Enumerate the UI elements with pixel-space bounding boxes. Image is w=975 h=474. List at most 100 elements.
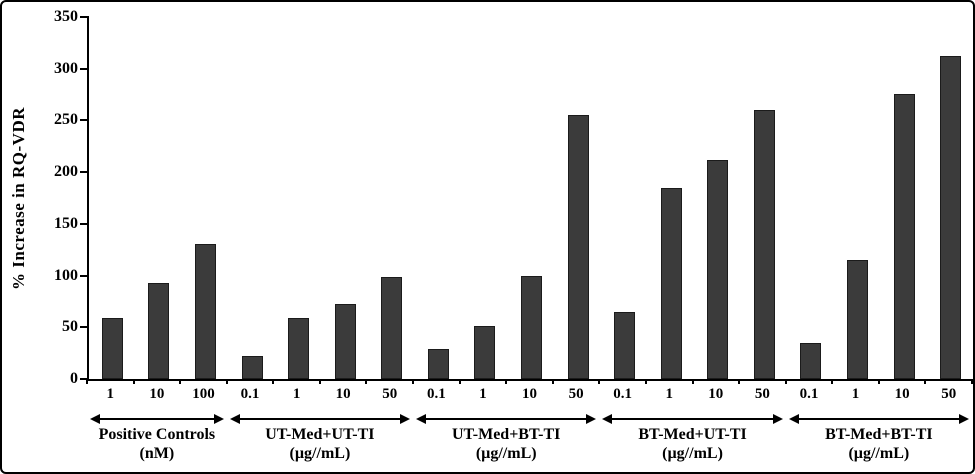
group-name-label: UT-Med+BT-TI — [452, 426, 561, 443]
y-axis-title-text: % Increase in RQ-VDR — [9, 106, 28, 290]
x-tick-label: 50 — [754, 386, 770, 402]
bar — [334, 303, 356, 379]
bar — [521, 275, 542, 379]
arrow-left-head — [602, 414, 613, 424]
group-unit-label: (µg//mL) — [848, 445, 910, 462]
x-tick-label: 0.1 — [799, 386, 819, 402]
arrow-right-head — [586, 414, 597, 424]
arrow-line — [794, 418, 963, 420]
x-tick-label: 100 — [192, 386, 215, 402]
bar — [847, 260, 869, 379]
bar — [381, 276, 403, 379]
y-tick-mark — [80, 274, 89, 277]
x-tick-label: 0.1 — [240, 386, 260, 402]
x-tick-label: 1 — [479, 386, 487, 402]
group-name-label: UT-Med+UT-TI — [265, 426, 375, 443]
arrow-left-head — [788, 414, 799, 424]
x-tick-mark — [971, 379, 973, 384]
x-tick-mark — [924, 379, 927, 384]
y-tick-mark — [80, 16, 89, 18]
x-tick-label: 10 — [335, 386, 351, 402]
bar — [427, 349, 449, 379]
x-tick-label: 1 — [851, 386, 860, 402]
bar — [800, 342, 822, 379]
bar — [940, 56, 962, 379]
plot-area — [80, 16, 973, 381]
group-range-arrow — [90, 414, 224, 424]
x-tick-mark — [691, 379, 694, 384]
arrow-line — [422, 418, 591, 420]
y-tick-label: 150 — [54, 214, 78, 232]
x-tick-label: 0.1 — [426, 386, 446, 402]
group-name-label: Positive Controls — [98, 426, 216, 443]
y-tick-label: 350 — [54, 8, 78, 25]
arrow-line — [608, 418, 777, 420]
x-tick-mark — [784, 379, 787, 384]
y-tick-label: 50 — [62, 318, 78, 336]
y-tick-mark — [80, 378, 89, 380]
x-tick-label: 50 — [568, 386, 584, 402]
x-tick-mark — [132, 379, 135, 384]
y-axis-tick-labels: 0 50 100 150 200 250 300 350 — [32, 8, 78, 387]
y-tick-mark — [80, 67, 89, 70]
x-tick-mark — [505, 379, 508, 384]
x-tick-mark — [598, 379, 601, 384]
x-tick-mark — [877, 379, 880, 384]
x-tick-label: 1 — [292, 386, 301, 402]
arrow-right-head — [213, 414, 224, 424]
y-tick-label: 200 — [54, 163, 78, 181]
group-range-arrow — [416, 414, 597, 424]
arrow-left-head — [416, 414, 427, 424]
bar — [893, 93, 915, 379]
group-range-arrow — [602, 414, 783, 424]
arrow-left-head — [90, 414, 100, 424]
bar — [660, 187, 682, 379]
y-axis-title: % Increase in RQ-VDR — [2, 17, 36, 379]
arrow-right-head — [772, 414, 783, 424]
bar — [614, 311, 636, 379]
y-tick-mark — [80, 171, 89, 174]
x-tick-mark — [365, 379, 368, 384]
y-tick-label: 250 — [54, 111, 78, 129]
group-unit-label: (µg//mL) — [662, 445, 723, 462]
group-name-label: BT-Med+UT-TI — [638, 426, 747, 443]
group-unit-label: (µg//mL) — [289, 445, 351, 462]
y-tick-label: 100 — [54, 266, 78, 284]
arrow-line — [96, 418, 218, 420]
y-tick-mark — [80, 119, 89, 122]
bar — [101, 317, 123, 379]
y-tick-label: 300 — [54, 59, 78, 77]
bar — [288, 317, 310, 379]
x-tick-mark — [225, 379, 228, 384]
bar — [753, 110, 775, 379]
group-unit-label: (µg//mL) — [475, 445, 537, 462]
x-tick-label: 50 — [382, 386, 398, 402]
x-tick-label: 1 — [665, 386, 673, 402]
x-tick-mark — [644, 379, 647, 384]
x-tick-label: 10 — [894, 386, 910, 402]
arrow-left-head — [229, 414, 240, 424]
x-tick-mark — [551, 379, 554, 384]
bar — [707, 159, 729, 379]
x-tick-label: 10 — [708, 386, 724, 402]
y-tick-mark — [80, 326, 89, 329]
x-tick-mark — [412, 379, 415, 384]
bar — [194, 243, 216, 379]
x-tick-label: 0.1 — [613, 386, 633, 402]
group-unit-label: (nM) — [139, 445, 175, 462]
y-tick-mark — [80, 222, 89, 225]
group-range-arrow — [788, 414, 969, 424]
group-name-label: BT-Med+BT-TI — [825, 426, 933, 443]
x-tick-label: 1 — [106, 386, 115, 402]
x-tick-label: 10 — [149, 386, 165, 402]
x-tick-mark — [831, 379, 834, 384]
x-tick-mark — [318, 379, 321, 384]
bar — [474, 326, 496, 379]
bar — [241, 356, 263, 379]
x-tick-mark — [738, 379, 741, 384]
x-tick-label: 10 — [521, 386, 537, 402]
x-tick-label: 50 — [941, 386, 957, 402]
x-axis-area: 1 10 100 Positive Controls (nM) 0.1 1 10 50 UT-Me… — [86, 379, 973, 472]
bar — [148, 282, 170, 379]
